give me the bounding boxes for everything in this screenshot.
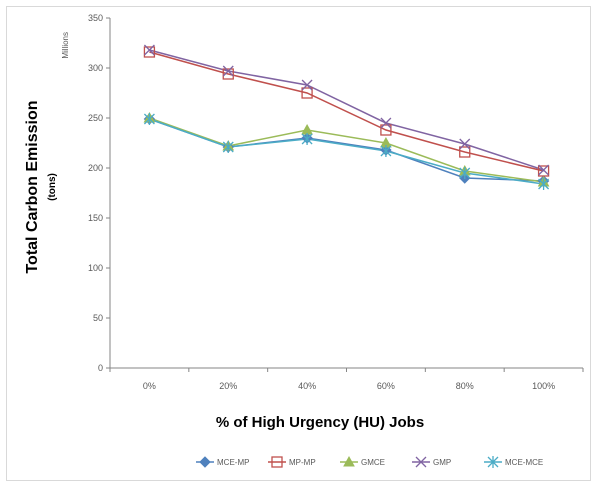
y-tick-label: 250	[88, 113, 103, 123]
chart-frame	[6, 6, 591, 481]
legend-label-mce-mp: MCE-MP	[217, 458, 249, 467]
data-point-mce-mce	[380, 145, 392, 157]
legend-marker-gmce	[343, 455, 355, 467]
series-markers	[143, 44, 550, 190]
x-tick-labels: 0% 20% 40% 60% 80% 100%	[143, 381, 555, 391]
series-lines	[149, 49, 544, 185]
legend-label-mp-mp: MP-MP	[289, 458, 316, 467]
data-point-mp-mp	[380, 124, 392, 136]
x-tick-label: 60%	[377, 381, 395, 391]
x-tick-label: 20%	[219, 381, 237, 391]
legend-marker-mp-mp	[271, 456, 283, 468]
legend-label-gmp: GMP	[433, 458, 451, 467]
legend-marker-gmp	[415, 456, 427, 468]
data-point-mp-mp	[459, 146, 471, 158]
legend-marker-mce-mp	[199, 456, 211, 468]
data-point-mp-mp	[301, 87, 313, 99]
data-point-gmp	[222, 65, 234, 77]
y-tick-label: 50	[93, 313, 103, 323]
y-tick-label: 0	[98, 363, 103, 373]
series-line-gmp	[149, 49, 544, 171]
legend-marker-mce-mce	[487, 456, 499, 468]
x-axis-label: % of High Urgency (HU) Jobs	[216, 414, 424, 431]
legend-label-gmce: GMCE	[361, 458, 385, 467]
data-point-mce-mce	[143, 113, 155, 125]
y-tick-labels: 0 50 100 150 200 250 300 350	[88, 13, 103, 373]
data-point-mce-mce	[222, 141, 234, 153]
data-point-mce-mce	[459, 167, 471, 179]
data-point-mp-mp	[143, 46, 156, 58]
y-tick-label: 200	[88, 163, 103, 173]
data-point-mce-mce	[301, 133, 313, 145]
data-point-gmp	[143, 44, 155, 56]
data-point-gmp	[459, 138, 471, 150]
y-tick-label: 100	[88, 263, 103, 273]
y-tick-label: 350	[88, 13, 103, 23]
data-point-mp-mp	[222, 68, 234, 80]
data-point-gmp	[301, 79, 313, 91]
series-line-mp-mp	[149, 51, 544, 172]
data-point-gmce	[301, 123, 313, 135]
data-point-gmp	[380, 117, 392, 129]
axes	[106, 17, 584, 372]
series-line-mce-mce	[149, 118, 544, 185]
x-tick-label: 0%	[143, 381, 156, 391]
data-point-gmp	[538, 164, 550, 176]
x-tick-label: 80%	[456, 381, 474, 391]
data-point-mce-mce	[538, 178, 550, 190]
x-tick-label: 100%	[532, 381, 555, 391]
y-tick-label: 300	[88, 63, 103, 73]
y-axis-label: Total Carbon Emission	[24, 100, 41, 273]
y-tick-label: 150	[88, 213, 103, 223]
series-line-gmce	[149, 117, 544, 183]
legend: MCE-MP MP-MP GMCE GMP MCE-MCE	[196, 455, 543, 468]
x-tick-label: 40%	[298, 381, 316, 391]
legend-label-mce-mce: MCE-MCE	[505, 458, 543, 467]
y-axis-sublabel: (tons)	[47, 173, 58, 201]
units-label: Millions	[61, 32, 70, 59]
